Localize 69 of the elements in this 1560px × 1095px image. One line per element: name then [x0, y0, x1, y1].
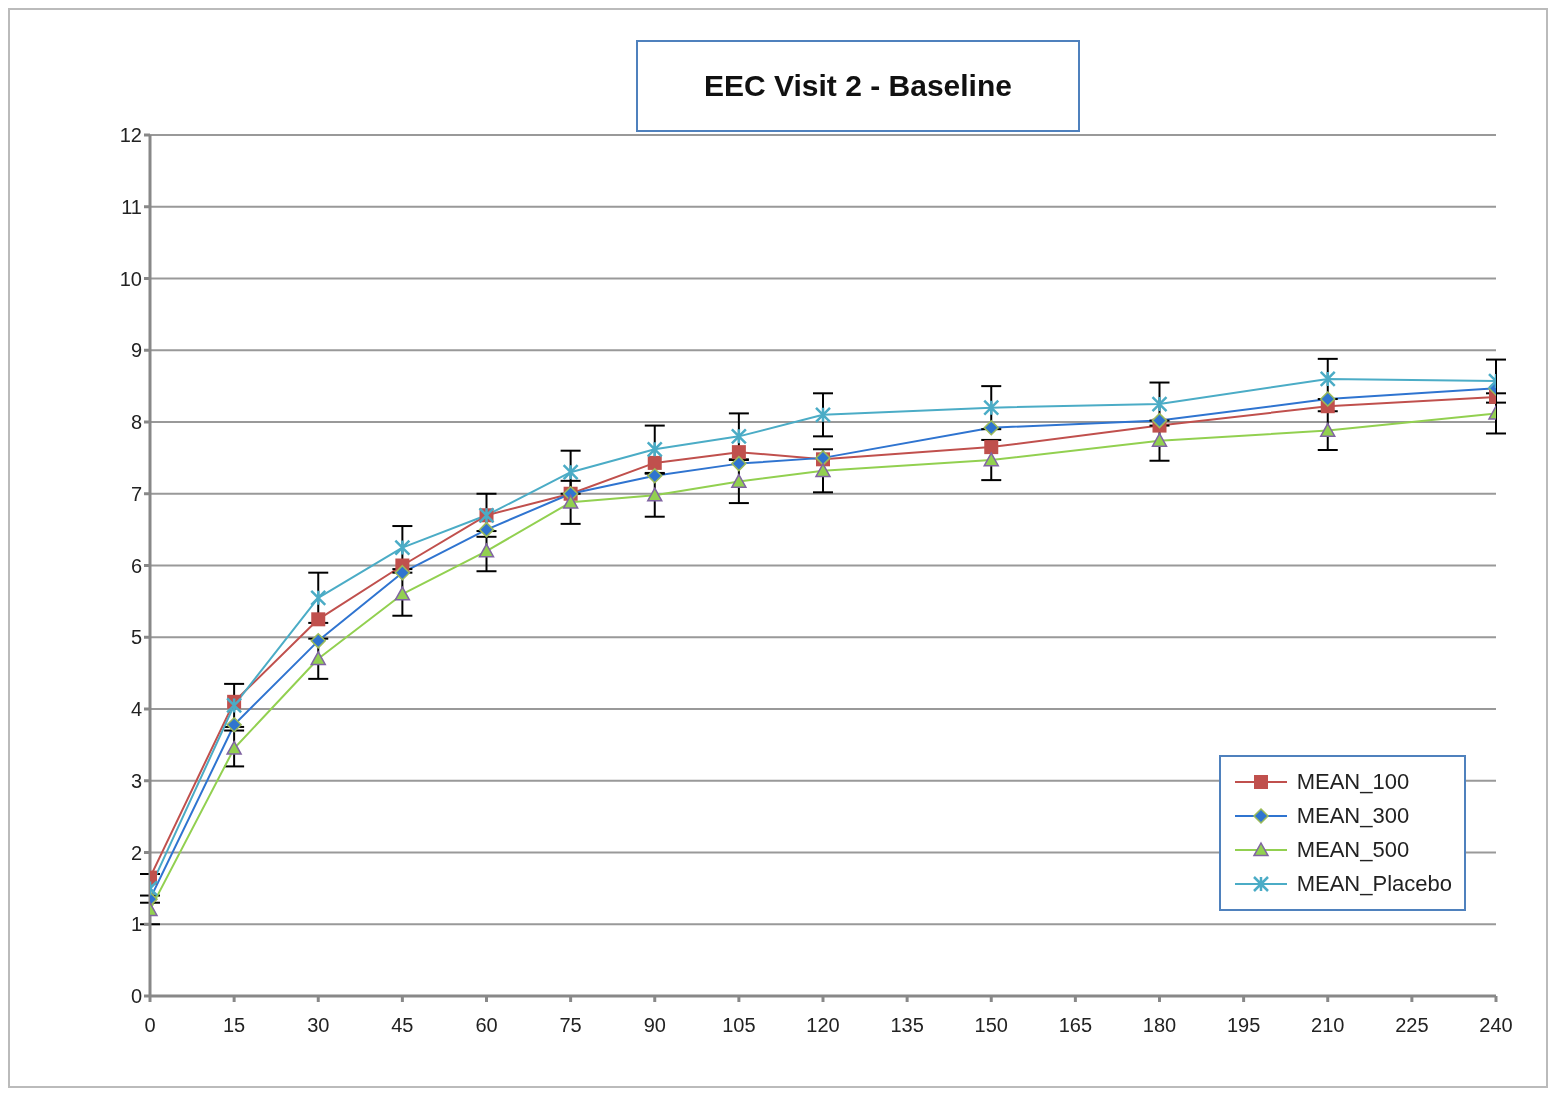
- x-tick-label: 75: [559, 1014, 582, 1037]
- point: [731, 445, 746, 460]
- y-tick-label: 6: [130, 554, 142, 577]
- point: [562, 494, 579, 509]
- x-tick-label: 135: [890, 1014, 924, 1037]
- legend-label: MEAN_Placebo: [1296, 870, 1452, 898]
- point: [984, 440, 999, 455]
- legend-label: MEAN_500: [1296, 836, 1410, 864]
- point: [731, 473, 747, 488]
- legend-label: MEAN_100: [1296, 768, 1410, 796]
- point: [983, 452, 999, 467]
- x-tick-label: 195: [1226, 1014, 1261, 1037]
- chart-title: EEC Visit 2 - Baseline: [636, 40, 1080, 132]
- point: [983, 399, 1000, 416]
- x-tick-label: 15: [223, 1014, 246, 1037]
- point: [1319, 370, 1336, 388]
- point: [310, 651, 326, 666]
- point: [647, 487, 663, 502]
- point: [814, 406, 832, 424]
- y-tick-label: 2: [130, 841, 142, 864]
- x-tick-label: 60: [475, 1014, 498, 1037]
- point: [1151, 432, 1168, 448]
- point: [815, 463, 831, 478]
- point: [730, 428, 748, 445]
- point: [394, 564, 411, 581]
- point: [310, 589, 327, 607]
- point: [225, 697, 243, 714]
- y-tick-label: 8: [130, 411, 142, 434]
- x-tick-label: 0: [144, 1014, 156, 1037]
- point: [1320, 391, 1336, 407]
- y-tick-label: 7: [130, 482, 142, 505]
- y-tick-label: 1: [130, 913, 142, 936]
- point: [394, 539, 411, 556]
- x-tick-label: 225: [1395, 1014, 1429, 1037]
- point: [478, 543, 495, 558]
- y-tick-label: 0: [130, 985, 142, 1008]
- x-tick-label: 240: [1479, 1014, 1513, 1037]
- y-tick-label: 5: [130, 626, 142, 649]
- y-tick-label: 10: [119, 267, 142, 290]
- y-tick-label: 11: [121, 195, 142, 218]
- legend-label: MEAN_300: [1296, 802, 1410, 830]
- y-tick-label: 12: [119, 124, 142, 147]
- y-tick-label: 9: [130, 339, 142, 362]
- x-tick-label: 30: [307, 1014, 330, 1037]
- x-tick-label: 210: [1311, 1014, 1345, 1037]
- point: [562, 463, 579, 481]
- y-tick-label: 3: [130, 769, 142, 792]
- x-tick-label: 45: [391, 1014, 414, 1037]
- point: [1320, 422, 1336, 437]
- point: [647, 468, 663, 484]
- point: [310, 633, 326, 649]
- point: [226, 740, 242, 755]
- point: [1151, 395, 1168, 413]
- point: [646, 441, 663, 458]
- point: [983, 419, 999, 436]
- x-tick-label: 150: [974, 1014, 1008, 1037]
- point: [1151, 412, 1168, 429]
- point: [731, 455, 747, 472]
- x-tick-label: 120: [806, 1014, 840, 1037]
- y-tick-label: 4: [130, 698, 142, 721]
- point: [647, 455, 662, 470]
- point: [311, 612, 326, 627]
- x-tick-label: 165: [1058, 1014, 1093, 1037]
- point: [394, 586, 411, 601]
- x-tick-label: 105: [722, 1014, 756, 1037]
- point: [478, 521, 495, 538]
- x-tick-label: 180: [1142, 1014, 1177, 1037]
- x-tick-label: 90: [643, 1014, 666, 1037]
- point: [226, 717, 242, 733]
